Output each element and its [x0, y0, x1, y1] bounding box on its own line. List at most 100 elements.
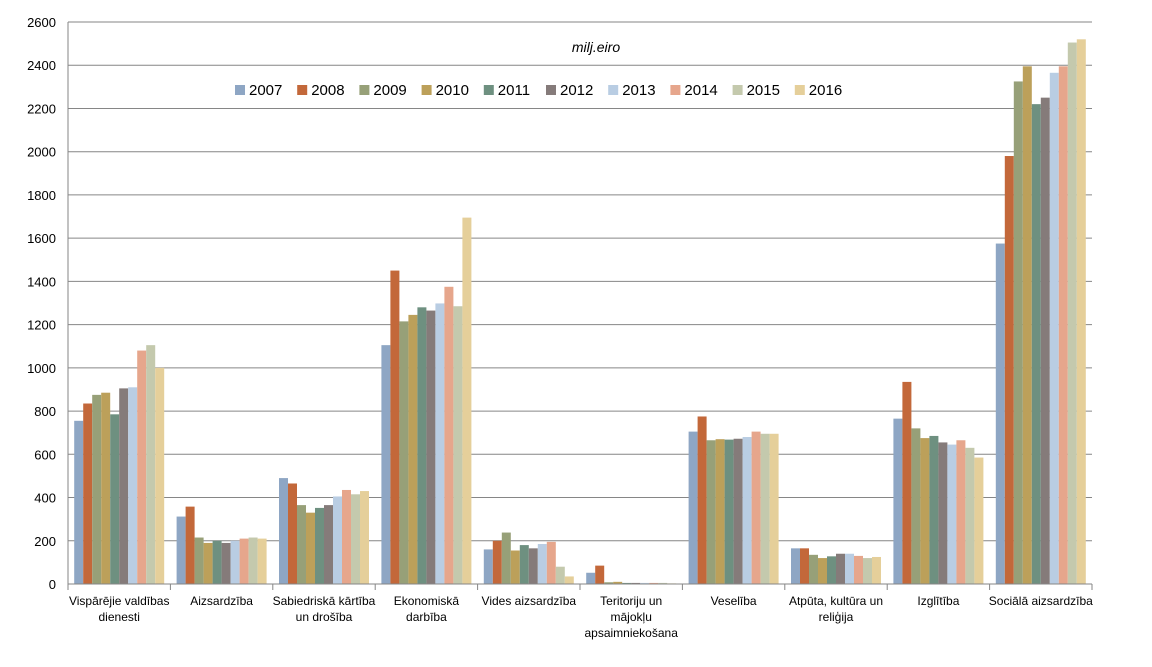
x-tick-label-line: darbība	[406, 610, 447, 624]
legend-label-2011: 2011	[498, 82, 530, 99]
bar-2007	[176, 516, 186, 584]
y-tick-label: 0	[49, 577, 56, 592]
x-tick-label: Vides aizsardzība	[482, 594, 577, 608]
x-tick-label-line: Aizsardzība	[190, 594, 253, 608]
bar-2008	[902, 381, 912, 584]
bar-2009	[911, 428, 921, 584]
bar-2007	[995, 243, 1005, 585]
bar-2012	[426, 310, 436, 584]
y-tick-label: 400	[34, 491, 56, 506]
x-tick-label: Sociālā aizsardzība	[989, 594, 1093, 608]
legend-label-2016: 2016	[809, 82, 842, 99]
x-tick-label-line: Sociālā aizsardzība	[989, 594, 1093, 608]
bar-2014	[137, 350, 147, 584]
bar-2015	[453, 306, 463, 584]
legend: 2007 2008 2009 2010 2011 2012 2013 2014 2015 2016	[235, 82, 842, 99]
bar-2010	[203, 542, 213, 584]
bar-2015	[760, 433, 770, 584]
x-tick-label-line: Veselība	[711, 594, 757, 608]
bar-2016	[872, 556, 881, 584]
bar-2008	[1004, 156, 1014, 584]
bar-2010	[1022, 66, 1032, 585]
bar-2008	[800, 548, 809, 584]
bar-2013	[128, 387, 138, 584]
bar-2013	[333, 496, 342, 584]
x-tick-label-line: un drošība	[296, 610, 353, 624]
bar-2016	[769, 433, 779, 584]
bar-2014	[956, 440, 966, 584]
bar-2014	[546, 541, 556, 584]
bar-2011	[622, 582, 632, 584]
legend-swatch-2013	[608, 85, 619, 95]
bar-2007	[279, 478, 288, 584]
bar-2011	[827, 556, 836, 584]
legend-label-2012: 2012	[560, 82, 593, 99]
bar-2008	[390, 270, 400, 584]
bar-2015	[863, 558, 872, 584]
bar-2015	[1067, 42, 1077, 585]
x-tick-label-line: Vispārējie valdības	[69, 594, 170, 608]
gridlines	[68, 21, 1092, 542]
bar-2013	[742, 437, 752, 584]
y-tick-label: 1200	[27, 318, 56, 333]
x-axis-labels: Vispārējie valdības dienesti Aizsardzība Sa…	[69, 594, 1093, 640]
legend-swatch-2015	[732, 85, 743, 95]
bar-2008	[83, 403, 93, 584]
y-tick-label: 1400	[27, 274, 56, 289]
x-tick-label-line: Izglītība	[917, 594, 959, 608]
bar-2010	[306, 512, 315, 584]
legend-swatch-2007	[235, 85, 245, 95]
bar-2007	[791, 548, 800, 584]
y-tick-label: 2600	[27, 15, 56, 30]
bar-2012	[1040, 97, 1050, 585]
y-tick-label: 1600	[27, 231, 56, 246]
bar-2016	[257, 538, 267, 584]
bar-2011	[417, 307, 427, 584]
bar-2007	[688, 431, 698, 584]
bar-2010	[510, 550, 520, 584]
bar-2007	[483, 549, 493, 584]
bar-2012	[938, 442, 948, 584]
bar-2009	[604, 582, 614, 584]
bar-2011	[315, 507, 324, 584]
x-axis	[67, 22, 1093, 590]
bar-2012	[733, 438, 743, 584]
bar-2013	[230, 540, 240, 584]
bar-2016	[360, 491, 369, 584]
y-tick-label: 2000	[27, 145, 56, 160]
bar-2008	[185, 506, 195, 584]
legend-label-2010: 2010	[436, 82, 469, 99]
bar-2015	[965, 447, 975, 584]
bar-2013	[947, 444, 957, 584]
bar-2015	[248, 537, 258, 584]
bar-2009	[194, 537, 204, 584]
bar-2015	[351, 494, 360, 584]
bar-2007	[74, 420, 84, 584]
bar-2013	[435, 303, 445, 584]
x-tick-label-line: Ekonomiskā	[394, 594, 460, 608]
bar-2014	[649, 582, 659, 584]
bar-2008	[697, 416, 707, 584]
bar-2012	[324, 505, 333, 584]
legend-label-2008: 2008	[311, 82, 344, 99]
bar-2013	[845, 553, 854, 584]
bar-2012	[119, 388, 129, 584]
y-tick-label: 1800	[27, 188, 56, 203]
bar-2010	[613, 581, 623, 584]
legend-label-2007: 2007	[249, 82, 282, 99]
bar-2011	[110, 414, 120, 584]
legend-label-2014: 2014	[684, 82, 717, 99]
bar-2009	[501, 532, 511, 584]
legend-swatch-2016	[794, 85, 805, 95]
y-tick-label: 2400	[27, 58, 56, 73]
x-tick-label: Sabiedriskā kārtība un drošība	[273, 594, 376, 624]
x-tick-label-line: mājokļu	[611, 610, 652, 624]
bar-2009	[92, 394, 102, 584]
bar-2012	[836, 553, 845, 584]
legend-swatch-2009	[359, 85, 370, 95]
bar-2010	[818, 558, 827, 584]
x-tick-label: Izglītība	[917, 594, 959, 608]
y-tick-label: 600	[34, 447, 56, 462]
bar-2009	[809, 554, 818, 584]
